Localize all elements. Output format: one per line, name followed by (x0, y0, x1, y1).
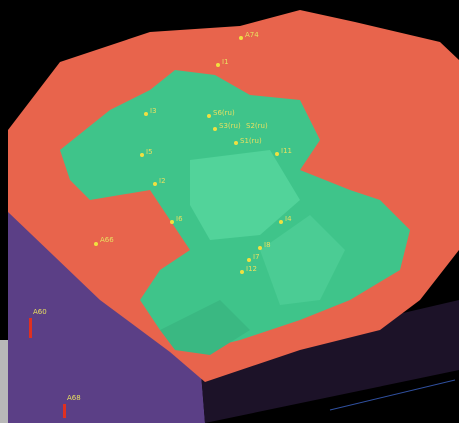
block-right-face (200, 300, 459, 423)
green-ridge (190, 150, 300, 240)
label: S1(ru) (240, 137, 262, 145)
label: A74 (245, 31, 259, 39)
green-peak (260, 215, 345, 305)
marker (144, 112, 148, 116)
marker (213, 127, 217, 131)
marker (258, 246, 262, 250)
marker (216, 63, 220, 67)
label: S3(ru) (219, 122, 241, 130)
marker (275, 152, 279, 156)
marker (153, 182, 157, 186)
marker-pole (63, 404, 66, 418)
label: A60 (33, 308, 47, 316)
label: A66 (100, 236, 114, 244)
label: I4 (285, 215, 292, 223)
axis-line (329, 379, 456, 411)
marker (94, 242, 98, 246)
label: I12 (246, 265, 257, 273)
label: I7 (253, 253, 260, 261)
marker (234, 141, 238, 145)
marker (279, 220, 283, 224)
label: I2 (159, 177, 166, 185)
marker (240, 270, 244, 274)
label: S2(ru) (246, 122, 268, 130)
label: I1 (222, 58, 229, 66)
label: I5 (146, 148, 153, 156)
label: A68 (67, 394, 81, 402)
green-lobe (160, 300, 250, 355)
label: I11 (281, 147, 292, 155)
label: I8 (264, 241, 271, 249)
label: S6(ru) (213, 109, 235, 117)
markers (29, 36, 283, 418)
label: I3 (150, 107, 157, 115)
label: I6 (176, 215, 183, 223)
block-left-face (8, 210, 205, 423)
marker-pole (29, 318, 32, 338)
side-panel (0, 340, 8, 423)
marker (170, 220, 174, 224)
marker (247, 258, 251, 262)
marker (207, 114, 211, 118)
labels: A74 I1 I3 S6(ru) S3(ru) S2(ru) S1(ru) I5… (33, 31, 292, 402)
marker (140, 153, 144, 157)
marker (239, 36, 243, 40)
